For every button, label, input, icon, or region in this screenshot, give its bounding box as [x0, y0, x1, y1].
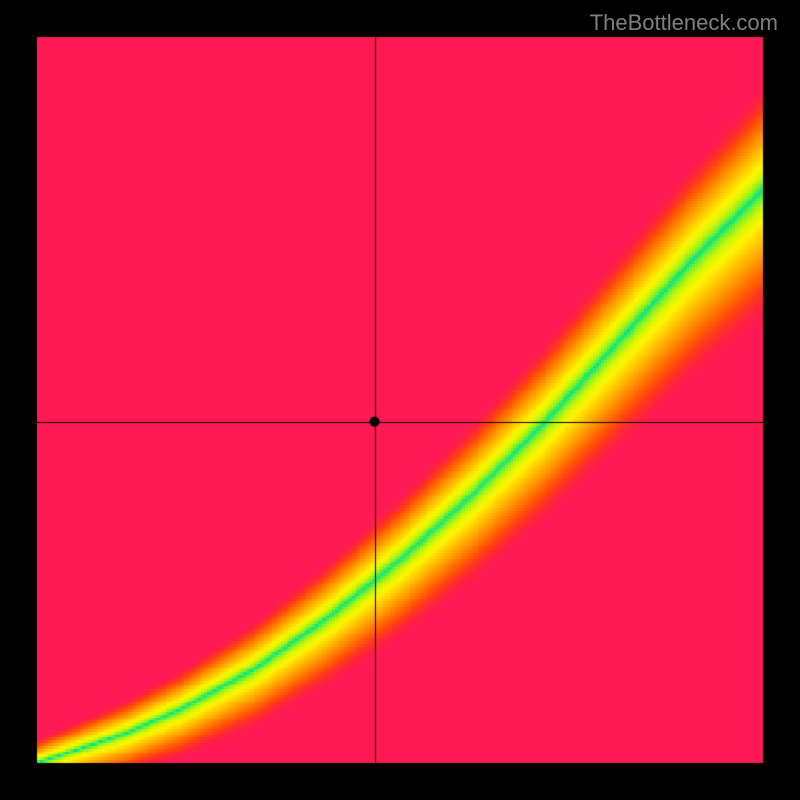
crosshair-overlay	[0, 0, 800, 800]
watermark-text: TheBottleneck.com	[590, 10, 778, 36]
chart-container: { "meta": { "watermark_text": "TheBottle…	[0, 0, 800, 800]
